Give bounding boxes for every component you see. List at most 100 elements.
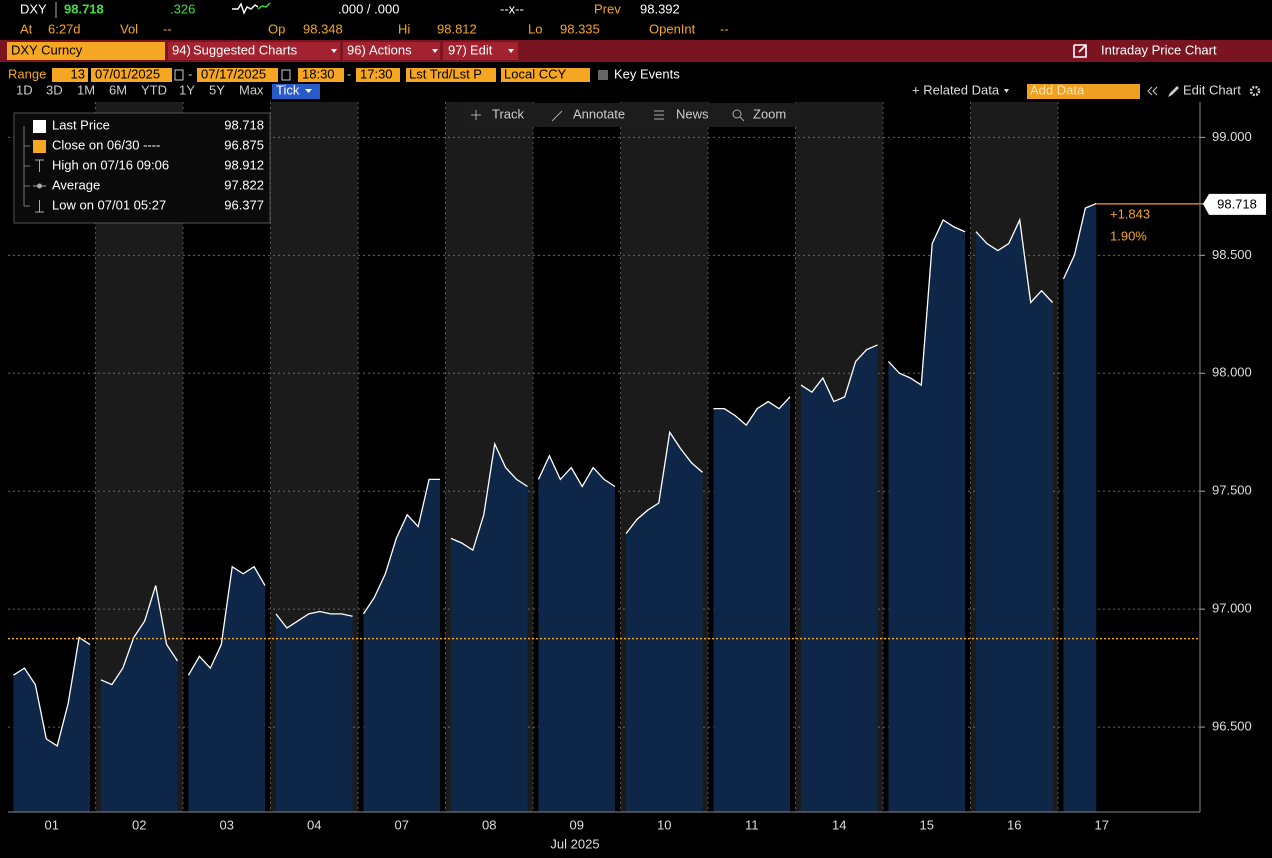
caret[interactable] [305, 89, 312, 93]
period-button[interactable]: YTD [141, 82, 167, 97]
field-label: Lo [528, 21, 542, 36]
chart-area: 96.500 97.000 97.500 98.000 98.500 99.000 98.7… [8, 102, 1266, 851]
menu-tab[interactable] [443, 42, 518, 60]
legend-swatch [35, 200, 44, 213]
menu-tab[interactable] [343, 42, 440, 60]
net-change: .326 [170, 1, 195, 16]
window-title: Intraday Price Chart [1101, 42, 1217, 57]
caret[interactable] [1004, 89, 1009, 93]
price-line [187, 565, 266, 676]
separator: - [347, 66, 351, 81]
change-pct-label: 1.90% [1110, 228, 1147, 243]
zoom-icon[interactable] [732, 109, 742, 119]
price-line [13, 636, 91, 747]
range-label: Range [8, 66, 46, 81]
calendar-icon[interactable] [281, 69, 291, 81]
input-box[interactable] [298, 68, 344, 82]
zoom-icon[interactable] [739, 116, 745, 122]
menu-code[interactable]: 94) [172, 42, 191, 57]
add-data[interactable]: Add Data [1030, 82, 1085, 97]
period-button[interactable]: 1M [77, 82, 95, 97]
price-type[interactable]: Lst Trd/Lst P [409, 66, 482, 81]
track-icon[interactable] [471, 110, 481, 120]
price-line [713, 396, 791, 427]
sparkline-icon [232, 2, 259, 15]
end-time[interactable]: 17:30 [360, 66, 393, 81]
bid-ask-size: --x-- [500, 1, 524, 16]
price-area [975, 219, 1053, 813]
popout-icon[interactable] [1073, 44, 1087, 58]
input-box[interactable] [501, 68, 582, 82]
pencil-icon[interactable] [1168, 86, 1179, 97]
tick-button-bg[interactable] [272, 84, 320, 99]
menu-code[interactable]: 96) [347, 42, 366, 57]
price-line [887, 218, 966, 387]
annotate-icon[interactable] [551, 110, 563, 122]
field-value: -- [720, 21, 729, 36]
news-icon[interactable] [654, 110, 664, 120]
period-button[interactable]: 5Y [209, 82, 225, 97]
chart-tool[interactable]: Track [492, 106, 525, 121]
input-box[interactable] [197, 68, 278, 82]
price-line [100, 585, 179, 686]
end-date[interactable]: 07/17/2025 [201, 66, 266, 81]
price-area [275, 611, 353, 812]
range-boxes [52, 68, 590, 82]
chart-tool[interactable]: Annotate [573, 106, 625, 121]
price-area [450, 444, 528, 812]
start-time[interactable]: 18:30 [302, 66, 335, 81]
key-events[interactable]: Key Events [614, 66, 680, 81]
period-button[interactable]: 3D [46, 82, 63, 97]
prev-value: 98.392 [640, 1, 680, 16]
input-box[interactable] [406, 68, 496, 82]
collapse-icon[interactable] [1147, 86, 1158, 96]
x-tick-label: 16 [1007, 817, 1021, 832]
edit-chart[interactable]: Edit Chart [1183, 82, 1241, 97]
menu-code[interactable]: 97) [448, 42, 467, 57]
security[interactable]: DXY Curncy [11, 42, 83, 57]
gear-icon[interactable] [1249, 85, 1261, 97]
period-button[interactable]: Tick [276, 82, 300, 97]
price-area [713, 396, 791, 812]
field-label: Vol [120, 21, 138, 36]
price-line [275, 610, 353, 629]
x-tick-label: 10 [657, 817, 671, 832]
field-label: OpenInt [649, 21, 696, 36]
field-value: -- [163, 21, 172, 36]
price-area [1063, 203, 1097, 812]
input-box[interactable] [356, 68, 400, 82]
period-button[interactable]: Max [239, 82, 264, 97]
legend-label: Last Price [52, 117, 110, 132]
x-tick-label: 14 [832, 817, 846, 832]
chart-tool[interactable]: Zoom [753, 106, 786, 121]
price-area [800, 344, 878, 812]
input-box[interactable] [52, 68, 88, 82]
menu-label[interactable]: Edit [470, 42, 493, 57]
legend-value: 96.875 [224, 137, 264, 152]
chart-tool[interactable]: News [676, 106, 709, 121]
related-data[interactable]: + Related Data [912, 82, 1000, 97]
price-line [625, 430, 703, 535]
period-button[interactable]: 1Y [179, 82, 195, 97]
start-date[interactable]: 07/01/2025 [95, 66, 160, 81]
caret[interactable] [508, 49, 514, 53]
input-box[interactable] [91, 68, 172, 82]
checkbox[interactable] [598, 70, 608, 80]
legend-swatch [35, 159, 44, 172]
menu-label[interactable]: Actions [369, 42, 412, 57]
range-count[interactable]: 13 [71, 66, 85, 81]
field-label: Hi [398, 21, 410, 36]
caret[interactable] [432, 49, 438, 53]
caret[interactable] [331, 49, 337, 53]
period-button[interactable]: 1D [16, 82, 33, 97]
security-box[interactable] [7, 42, 165, 60]
menu-label[interactable]: Suggested Charts [193, 42, 298, 57]
period-button[interactable]: 6M [109, 82, 127, 97]
calendar-icon[interactable] [174, 69, 184, 81]
legend-swatch [33, 140, 46, 153]
add-data-box[interactable] [1027, 84, 1140, 99]
ticker: DXY [20, 1, 47, 16]
currency[interactable]: Local CCY [504, 66, 566, 81]
dropdown[interactable] [582, 68, 590, 82]
menu-tab[interactable] [168, 42, 340, 60]
